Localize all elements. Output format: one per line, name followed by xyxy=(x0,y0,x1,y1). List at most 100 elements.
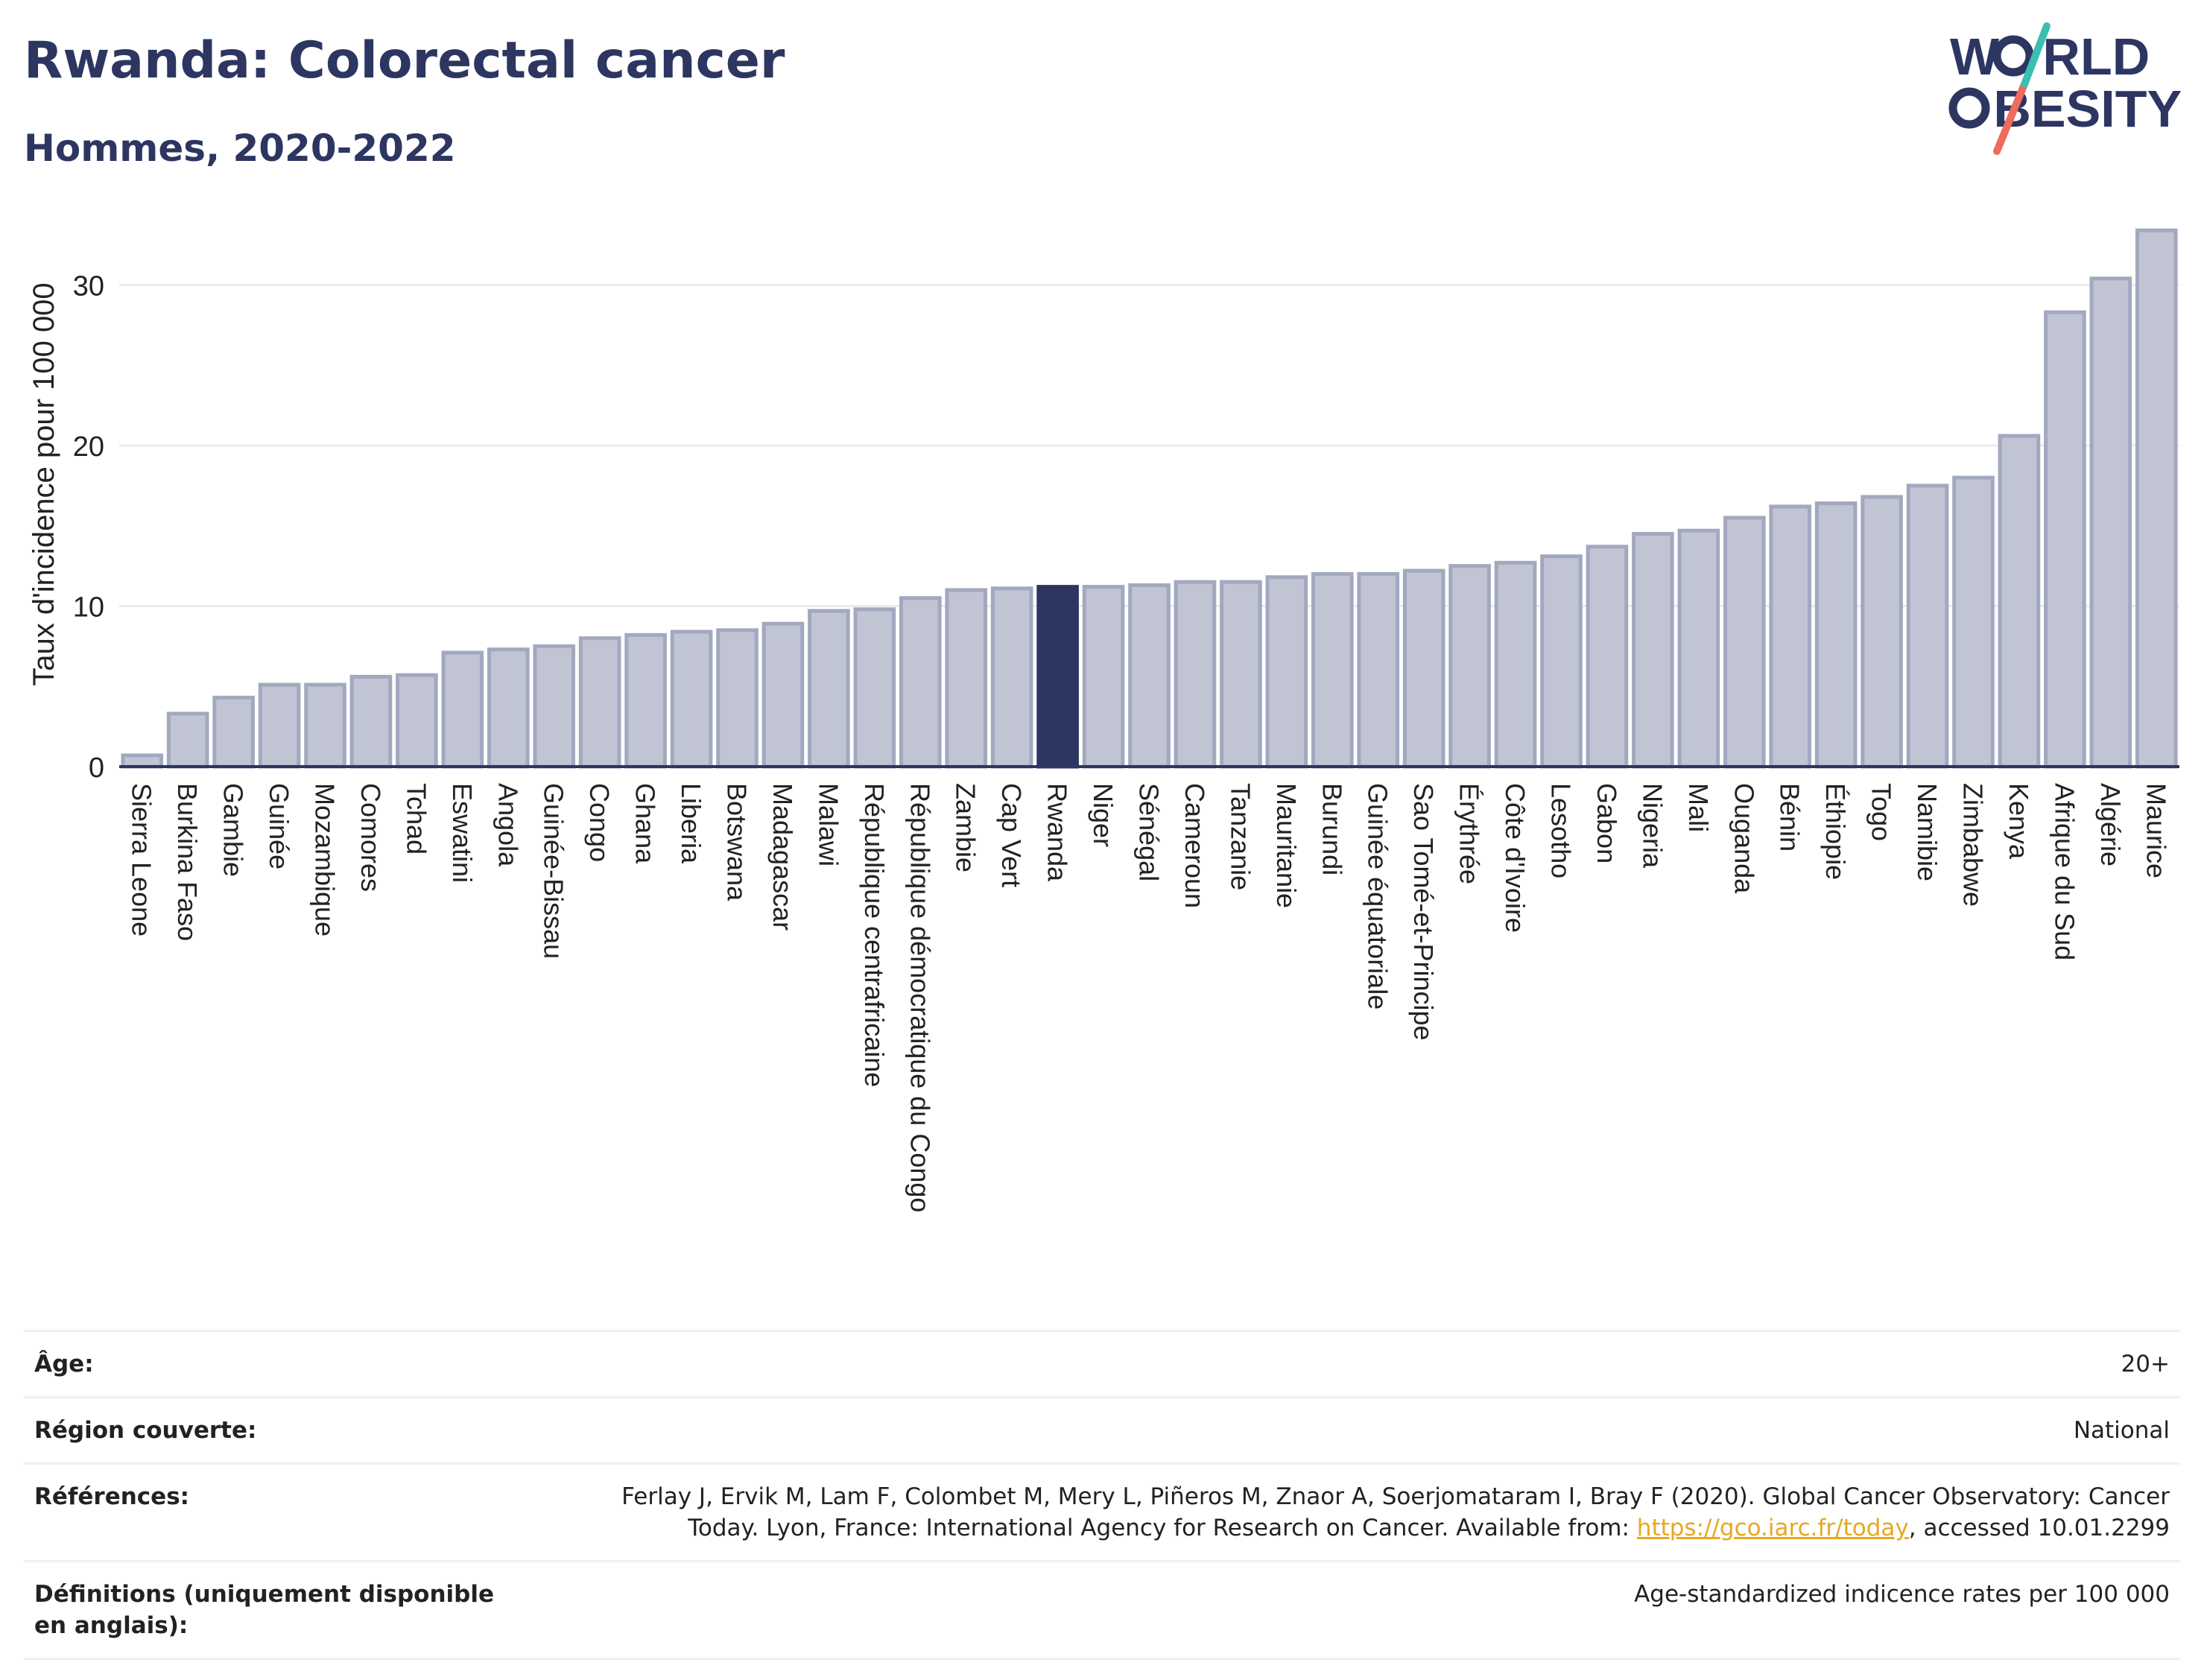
bar-zimbabwe[interactable] xyxy=(1952,475,1995,769)
x-tick-label: Zambie xyxy=(951,783,981,872)
references-line1: Ferlay J, Ervik M, Lam F, Colombet M, Me… xyxy=(621,1483,2170,1510)
metadata-row-definitions: Définitions (uniquement disponible en an… xyxy=(24,1560,2180,1660)
x-tick-label: Cap Vert xyxy=(996,783,1027,887)
metadata-row-references: Références: Ferlay J, Ervik M, Lam F, Co… xyxy=(24,1462,2180,1560)
y-tick-label: 0 xyxy=(89,752,104,784)
x-tick-label: Érythrée xyxy=(1454,783,1485,884)
references-link[interactable]: https://gco.iarc.fr/today xyxy=(1636,1515,1909,1541)
bar-guin-e-quatoriale[interactable] xyxy=(1357,571,1400,769)
bar-lesotho[interactable] xyxy=(1540,554,1583,769)
bars xyxy=(121,228,2178,769)
y-tick-label: 20 xyxy=(73,431,104,463)
references-value: Ferlay J, Ervik M, Lam F, Colombet M, Me… xyxy=(621,1481,2170,1544)
bar-nigeria[interactable] xyxy=(1632,532,1674,769)
bar-rwanda[interactable] xyxy=(1036,585,1079,769)
bar-malawi[interactable] xyxy=(808,609,850,769)
bar-afrique-du-sud[interactable] xyxy=(2044,310,2086,769)
x-tick-label: Cameroun xyxy=(1179,783,1210,908)
x-tick-label: Côte d'Ivoire xyxy=(1500,783,1530,933)
bar-sierra-leone[interactable] xyxy=(121,753,164,769)
region-value: National xyxy=(2073,1417,2170,1444)
bar-mauritanie[interactable] xyxy=(1265,575,1308,769)
logo-line1: W RLD xyxy=(1950,28,2150,86)
bar-gambie[interactable] xyxy=(212,695,255,769)
metadata-row-age: Âge: 20+ xyxy=(24,1330,2180,1396)
bar-liberia[interactable] xyxy=(670,630,713,769)
x-tick-label: Angola xyxy=(493,783,523,867)
y-axis-label: Taux d'incidence pour 100 000 xyxy=(28,282,60,685)
x-tick-label: Burundi xyxy=(1317,783,1347,875)
bar-c-te-d-ivoire[interactable] xyxy=(1494,560,1537,769)
x-tick-label: Ouganda xyxy=(1729,783,1759,894)
bar-niger[interactable] xyxy=(1082,585,1125,769)
references-label: Références: xyxy=(34,1483,190,1510)
bar-zambie[interactable] xyxy=(945,588,988,769)
x-tick-label: Nigeria xyxy=(1637,783,1668,869)
x-tick-label: Algérie xyxy=(2095,783,2126,866)
bar-madagascar[interactable] xyxy=(761,621,805,769)
bar-burkina-faso[interactable] xyxy=(166,711,209,769)
bar-gabon[interactable] xyxy=(1586,545,1629,769)
bar--rythr-e[interactable] xyxy=(1448,564,1491,769)
x-tick-label: Comores xyxy=(355,783,386,892)
x-tick-label: République démocratique du Congo xyxy=(905,783,935,1212)
x-tick-label: Burkina Faso xyxy=(172,783,203,941)
x-tick-label: Tchad xyxy=(401,783,431,855)
bar-botswana[interactable] xyxy=(716,628,759,769)
bar-cameroun[interactable] xyxy=(1174,580,1217,769)
x-tick-label: Ghana xyxy=(630,783,661,864)
bar-guin-e-bissau[interactable] xyxy=(533,644,576,769)
definitions-label: Définitions (uniquement disponible en an… xyxy=(34,1581,495,1639)
bar-mozambique[interactable] xyxy=(304,682,346,769)
bar-sao-tom-et-principe[interactable] xyxy=(1402,568,1445,769)
x-tick-label: Liberia xyxy=(676,783,706,864)
bar-mali[interactable] xyxy=(1677,528,1720,769)
x-tick-label: Maurice xyxy=(2141,783,2171,878)
bar-tanzanie[interactable] xyxy=(1220,580,1262,769)
y-tick-label: 30 xyxy=(73,271,104,302)
bar-tchad[interactable] xyxy=(396,673,438,769)
bar-congo[interactable] xyxy=(578,636,621,769)
axes: 0 10 20 30 Sierra Leone Burkina Faso Gambie Gui… xyxy=(73,271,2179,1212)
bar--thiopie[interactable] xyxy=(1814,501,1858,769)
bar-r-publique-d-mocratique-du-congo[interactable] xyxy=(899,596,942,769)
bar-cap-vert[interactable] xyxy=(990,586,1033,769)
x-tick-label: Sierra Leone xyxy=(127,783,157,936)
x-tick-label: Tanzanie xyxy=(1225,783,1255,890)
bar-comores[interactable] xyxy=(349,674,393,769)
bar-ouganda[interactable] xyxy=(1723,516,1766,769)
bar-s-n-gal[interactable] xyxy=(1128,583,1171,769)
x-tick-label: République centrafricaine xyxy=(859,783,890,1087)
bar-kenya[interactable] xyxy=(1998,434,2041,769)
x-tick-label: Congo xyxy=(584,783,615,862)
y-tick-label: 10 xyxy=(73,592,104,624)
world-obesity-logo: W RLD BESITY xyxy=(1948,22,2182,155)
page-subtitle: Hommes, 2020-2022 xyxy=(24,127,456,170)
region-label: Région couverte: xyxy=(34,1417,257,1444)
bar-b-nin[interactable] xyxy=(1769,504,1812,769)
bar-burundi[interactable] xyxy=(1311,571,1354,769)
x-tick-label: Bénin xyxy=(1775,783,1805,852)
x-tick-label: Togo xyxy=(1866,783,1897,841)
x-tick-label: Gambie xyxy=(218,783,249,877)
x-tick-label: Éthiopie xyxy=(1820,783,1851,880)
bar-r-publique-centrafricaine[interactable] xyxy=(853,607,896,769)
age-label: Âge: xyxy=(34,1351,94,1378)
x-tick-label: Niger xyxy=(1088,783,1118,847)
logo-slash-teal xyxy=(2021,22,2051,88)
bar-eswatini[interactable] xyxy=(441,650,484,769)
bar-angola[interactable] xyxy=(487,647,530,769)
bar-namibie[interactable] xyxy=(1906,484,1949,769)
x-tick-label: Sao Tomé-et-Principe xyxy=(1408,783,1439,1041)
logo-slash-coral xyxy=(1993,80,2028,155)
bar-ghana[interactable] xyxy=(624,633,667,769)
x-tick-label: Eswatini xyxy=(447,783,478,883)
bar-maurice[interactable] xyxy=(2135,228,2178,769)
bar-guin-e[interactable] xyxy=(258,682,301,769)
x-tick-label: Zimbabwe xyxy=(1958,783,1989,907)
bar-togo[interactable] xyxy=(1861,495,1903,769)
x-tick-label: Sénégal xyxy=(1134,783,1165,881)
x-tick-label: Namibie xyxy=(1912,783,1942,881)
bar-chart: 0 10 20 30 Sierra Leone Burkina Faso Gambie Gui… xyxy=(28,228,2179,1212)
bar-alg-rie[interactable] xyxy=(2089,276,2132,769)
